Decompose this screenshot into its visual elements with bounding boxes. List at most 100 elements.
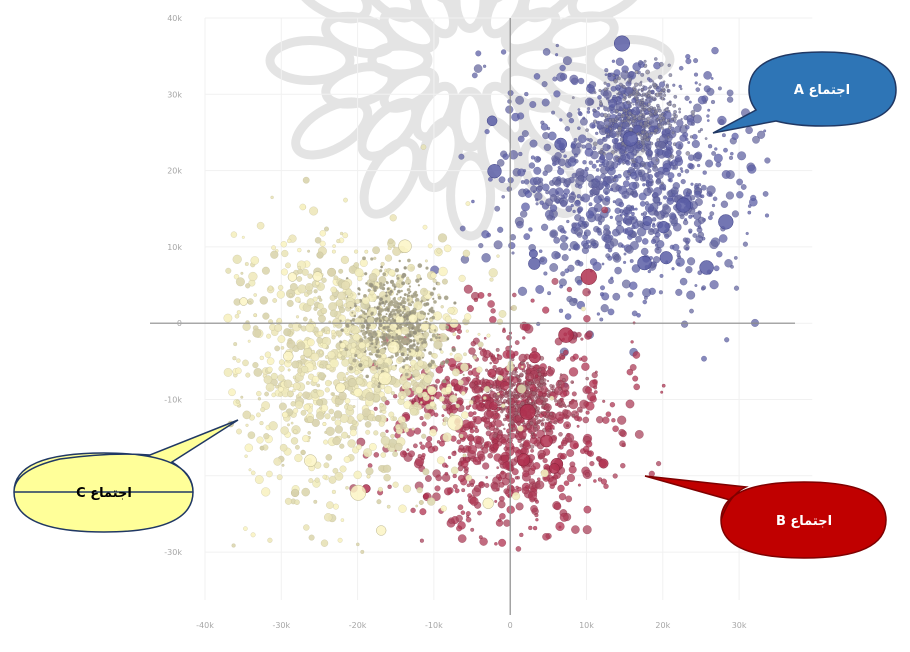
data-point xyxy=(597,95,602,100)
data-point xyxy=(701,355,707,362)
data-point xyxy=(498,399,503,404)
data-point xyxy=(302,316,308,322)
data-point xyxy=(494,205,501,212)
data-point xyxy=(329,309,338,318)
data-point-outlier xyxy=(239,297,248,306)
data-point xyxy=(408,338,413,343)
data-point-outlier xyxy=(718,214,734,230)
data-point xyxy=(689,135,693,139)
data-point xyxy=(511,251,515,255)
data-point xyxy=(570,203,574,208)
data-point xyxy=(365,467,374,476)
data-point xyxy=(406,287,411,292)
data-point xyxy=(597,230,603,236)
callout-a-label: اجتماع A xyxy=(794,83,850,98)
data-point xyxy=(468,444,478,454)
data-point xyxy=(520,179,525,184)
data-point xyxy=(564,433,575,443)
data-point xyxy=(347,386,353,392)
data-point xyxy=(525,393,530,398)
data-point xyxy=(284,497,292,505)
data-point xyxy=(430,306,434,310)
data-point xyxy=(645,143,652,150)
data-point xyxy=(601,292,610,301)
data-point xyxy=(343,376,347,381)
data-point xyxy=(537,477,541,482)
data-point-outlier xyxy=(528,249,538,259)
data-point xyxy=(711,150,716,156)
data-point xyxy=(621,121,630,130)
series-a-points xyxy=(430,35,771,388)
data-point xyxy=(604,195,611,202)
data-point xyxy=(633,383,641,391)
data-point xyxy=(679,167,683,171)
data-point xyxy=(535,480,545,490)
data-point xyxy=(564,178,572,186)
data-point xyxy=(648,150,653,155)
data-point xyxy=(511,445,515,449)
data-point xyxy=(571,96,575,100)
data-point xyxy=(412,338,416,343)
data-point xyxy=(380,300,385,305)
data-point xyxy=(538,368,542,372)
data-point-outlier xyxy=(287,272,298,282)
data-point xyxy=(653,210,660,217)
data-point xyxy=(693,103,702,113)
data-point xyxy=(626,368,634,376)
data-point xyxy=(245,372,251,378)
data-point xyxy=(609,402,616,408)
data-point xyxy=(762,190,769,197)
data-point xyxy=(583,229,591,237)
data-point xyxy=(551,277,559,285)
data-point xyxy=(412,369,420,378)
data-point xyxy=(507,395,510,398)
data-point xyxy=(638,82,643,87)
data-point xyxy=(331,335,336,340)
data-point xyxy=(453,450,457,454)
data-point xyxy=(564,126,570,132)
data-point xyxy=(355,307,360,311)
data-point xyxy=(370,257,374,261)
data-point xyxy=(382,362,389,369)
data-point xyxy=(678,110,682,114)
data-point xyxy=(543,372,548,377)
data-point xyxy=(503,519,511,527)
data-point xyxy=(456,439,462,445)
data-point xyxy=(559,373,563,376)
data-point xyxy=(492,419,497,423)
data-point xyxy=(603,187,611,195)
data-point xyxy=(457,534,467,543)
data-point xyxy=(639,156,642,159)
data-point xyxy=(520,365,524,369)
data-point xyxy=(422,468,430,476)
data-point xyxy=(334,425,343,434)
data-point xyxy=(386,504,391,509)
data-point xyxy=(660,390,664,394)
data-point xyxy=(495,394,499,398)
data-point xyxy=(491,440,495,444)
data-point xyxy=(526,361,529,365)
data-point xyxy=(449,394,458,403)
data-point xyxy=(669,155,672,158)
data-point xyxy=(412,309,415,312)
data-point xyxy=(692,233,698,238)
data-point xyxy=(679,277,688,286)
data-point xyxy=(733,285,740,291)
data-point xyxy=(605,166,610,172)
data-point xyxy=(240,395,244,399)
data-point xyxy=(629,259,634,264)
data-point xyxy=(458,274,466,283)
data-point xyxy=(377,312,382,316)
data-point xyxy=(517,425,524,432)
data-point xyxy=(316,399,324,406)
watermark-petal xyxy=(446,151,496,241)
data-point xyxy=(483,385,491,393)
data-point xyxy=(594,370,598,374)
data-point xyxy=(559,64,566,72)
callout-a: اجتماع A xyxy=(712,51,897,134)
data-point xyxy=(454,384,461,391)
data-point xyxy=(317,389,325,397)
data-point xyxy=(411,427,415,431)
data-point xyxy=(644,98,648,102)
